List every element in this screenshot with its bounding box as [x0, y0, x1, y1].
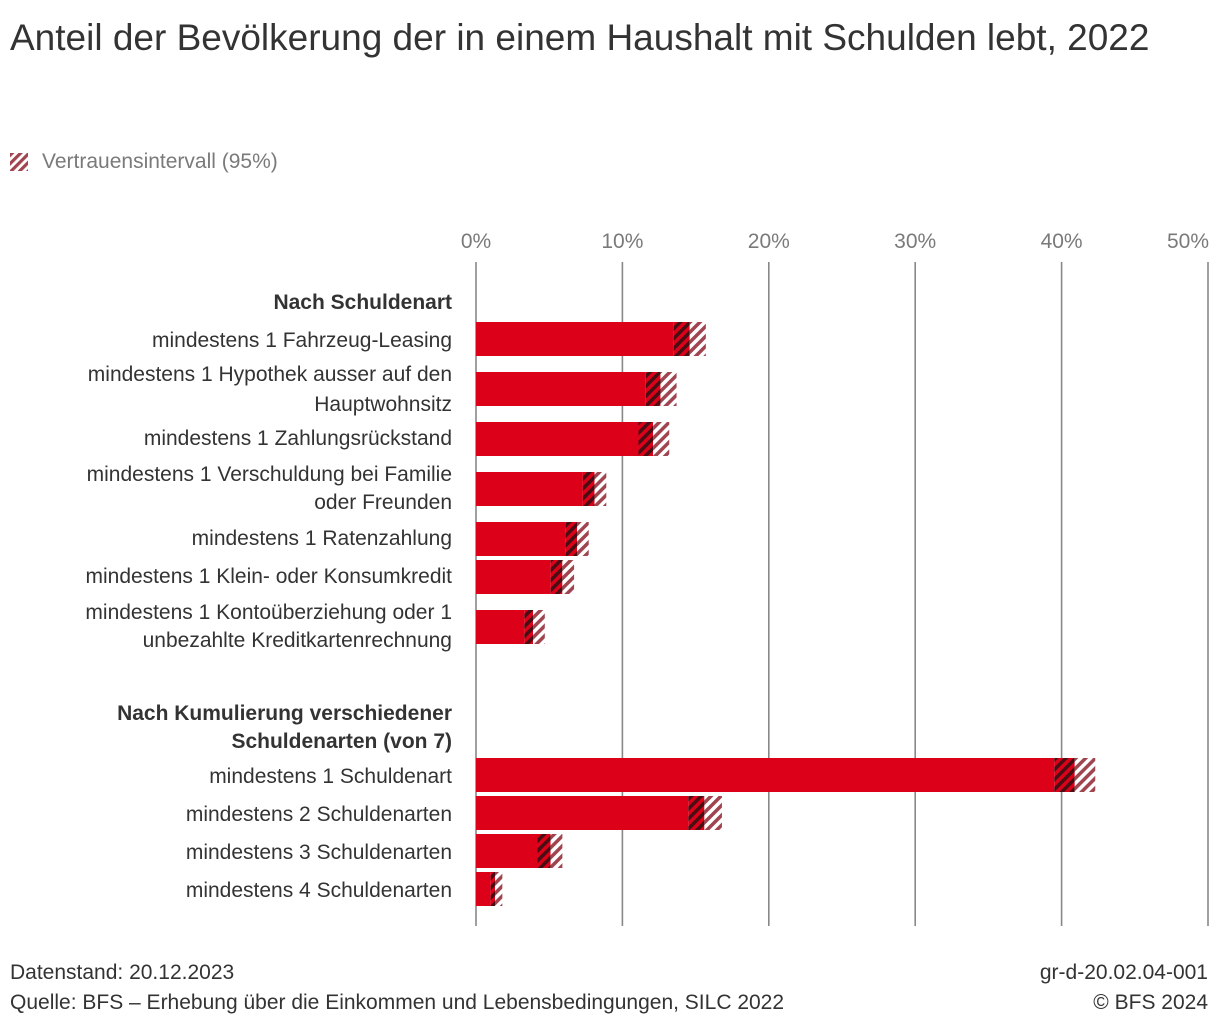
group-heading: Nach Schuldenart — [273, 291, 452, 314]
ci-lower-segment — [524, 610, 534, 644]
ci-lower-segment — [638, 422, 654, 456]
bar-value — [476, 758, 1055, 792]
ci-lower-segment — [645, 372, 661, 406]
copyright: © BFS 2024 — [1093, 991, 1208, 1014]
ci-upper-segment — [660, 372, 677, 406]
bar-chart: 0% 10% 20% 30% 40% 50% Nach Schuldenart mindes… — [85, 230, 1209, 926]
bar-value — [476, 834, 538, 868]
ci-lower-segment — [537, 834, 551, 868]
x-tick-label: 20% — [748, 230, 790, 253]
bar — [476, 422, 670, 456]
bars — [476, 322, 1096, 906]
legend: Vertrauensintervall (95%) — [10, 148, 278, 176]
bar-value — [476, 322, 674, 356]
ci-upper-segment — [1074, 758, 1096, 792]
ci-upper-segment — [550, 834, 563, 868]
bar-value — [476, 372, 646, 406]
ci-lower-segment — [490, 872, 496, 906]
ci-upper-segment — [562, 560, 575, 594]
bar — [476, 758, 1096, 792]
chart-code: gr-d-20.02.04-001 — [1039, 961, 1208, 984]
x-axis-ticks: 0% 10% 20% 30% 40% 50% — [461, 230, 1209, 253]
category-label: mindestens 1 Verschuldung bei Familie ode… — [87, 463, 452, 514]
category-label: mindestens 2 Schuldenarten — [186, 803, 452, 826]
x-tick-label: 10% — [601, 230, 643, 253]
ci-upper-segment — [577, 522, 589, 556]
category-label: mindestens 1 Schuldenart — [209, 765, 452, 788]
category-label: mindestens 3 Schuldenarten — [186, 841, 452, 864]
bar — [476, 560, 575, 594]
bar — [476, 522, 589, 556]
bar-value — [476, 472, 583, 506]
category-label: mindestens 1 Hypothek ausser auf den Haup… — [88, 363, 452, 416]
x-tick-label: 40% — [1041, 230, 1083, 253]
data-date: Datenstand: 20.12.2023 — [10, 961, 235, 984]
footer-left: Datenstand: 20.12.2023 Quelle: BFS – Erh… — [10, 958, 784, 1018]
x-tick-label: 0% — [461, 230, 491, 253]
bar — [476, 834, 563, 868]
ci-lower-segment — [1054, 758, 1075, 792]
bar — [476, 872, 503, 906]
category-label: mindestens 1 Fahrzeug-Leasing — [152, 329, 452, 352]
category-label: mindestens 1 Klein- oder Konsumkredit — [85, 565, 452, 588]
category-label: mindestens 4 Schuldenarten — [186, 879, 452, 902]
ci-upper-segment — [594, 472, 607, 506]
bar — [476, 372, 677, 406]
ci-upper-segment — [704, 796, 722, 830]
ci-lower-segment — [550, 560, 563, 594]
x-tick-label: 50% — [1167, 230, 1209, 253]
ci-lower-segment — [688, 796, 705, 830]
category-label: mindestens 1 Kontoüberziehung oder 1 unbe… — [85, 601, 452, 652]
category-label: mindestens 1 Ratenzahlung — [192, 527, 452, 550]
bar-value — [476, 610, 525, 644]
hatch-swatch-icon — [10, 153, 28, 171]
bar-value — [476, 422, 639, 456]
ci-upper-segment — [689, 322, 706, 356]
ci-upper-segment — [533, 610, 545, 644]
group-heading: Nach Kumulierung verschiedener Schuldenar… — [117, 702, 452, 753]
bar — [476, 610, 545, 644]
legend-label: Vertrauensintervall (95%) — [42, 150, 278, 173]
category-labels: Nach Schuldenart mindestens 1 Fahrzeug-Le… — [85, 291, 452, 902]
bar — [476, 796, 722, 830]
bar — [476, 472, 607, 506]
bar — [476, 322, 706, 356]
bar-value — [476, 522, 566, 556]
chart-title: Anteil der Bevölkerung der in einem Haus… — [10, 17, 1150, 58]
ci-lower-segment — [565, 522, 578, 556]
ci-lower-segment — [673, 322, 690, 356]
bar-value — [476, 872, 491, 906]
bar-value — [476, 796, 689, 830]
ci-upper-segment — [653, 422, 670, 456]
footer-right: gr-d-20.02.04-001 © BFS 2024 — [1040, 958, 1208, 1018]
ci-lower-segment — [582, 472, 595, 506]
category-label: mindestens 1 Zahlungsrückstand — [144, 427, 452, 450]
bar-value — [476, 560, 551, 594]
source-note: Quelle: BFS – Erhebung über die Einkomme… — [10, 991, 785, 1014]
ci-upper-segment — [495, 872, 503, 906]
x-tick-label: 30% — [894, 230, 936, 253]
